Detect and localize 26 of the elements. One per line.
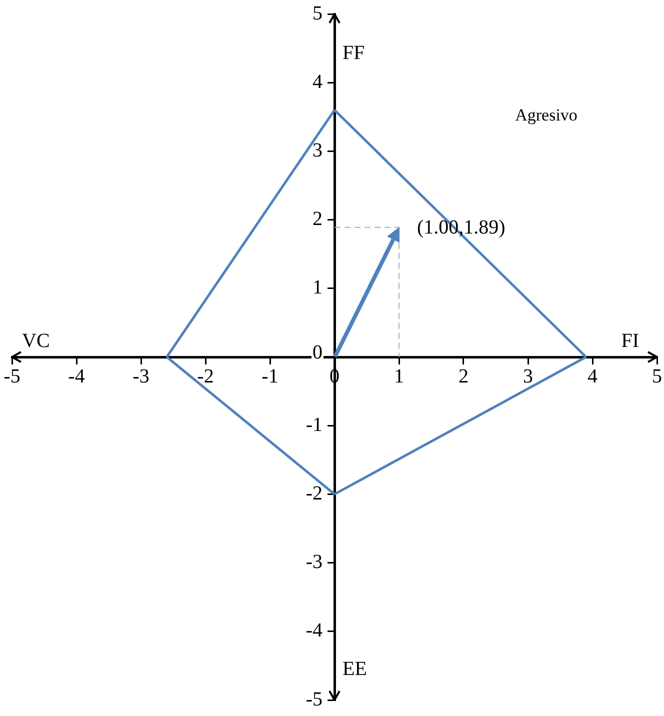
x-axis-title: FI <box>621 330 639 352</box>
y-tick-label: -1 <box>306 414 322 436</box>
x-tick-label: 4 <box>588 365 598 388</box>
x-tick-label: -4 <box>68 365 85 388</box>
x-tick-label: -2 <box>197 365 214 388</box>
x-tick-label: -3 <box>132 365 150 388</box>
y-tick-label: 1 <box>312 276 322 299</box>
y-tick-label: -4 <box>306 620 322 642</box>
annotation: VC <box>22 330 50 352</box>
x-tick-label: 2 <box>458 365 468 388</box>
y-tick-label: -2 <box>306 482 322 504</box>
x-tick-label: -1 <box>262 365 278 388</box>
y-tick-label: 2 <box>312 208 322 230</box>
annotation: EE <box>342 658 367 680</box>
y-tick-label: 0 <box>312 341 322 364</box>
x-tick-label: -5 <box>4 365 20 388</box>
y-tick-label: -3 <box>306 551 322 574</box>
x-tick-label: 3 <box>523 365 533 388</box>
y-tick-label: 3 <box>312 139 322 162</box>
x-tick-label: 1 <box>394 365 404 388</box>
annotation: Agresivo <box>515 105 578 124</box>
y-tick-label: -5 <box>306 688 322 710</box>
y-axis-title: FF <box>342 42 365 64</box>
y-tick-label: 4 <box>312 70 322 93</box>
y-tick-label: 5 <box>312 2 322 24</box>
x-tick-label: 5 <box>652 365 662 388</box>
